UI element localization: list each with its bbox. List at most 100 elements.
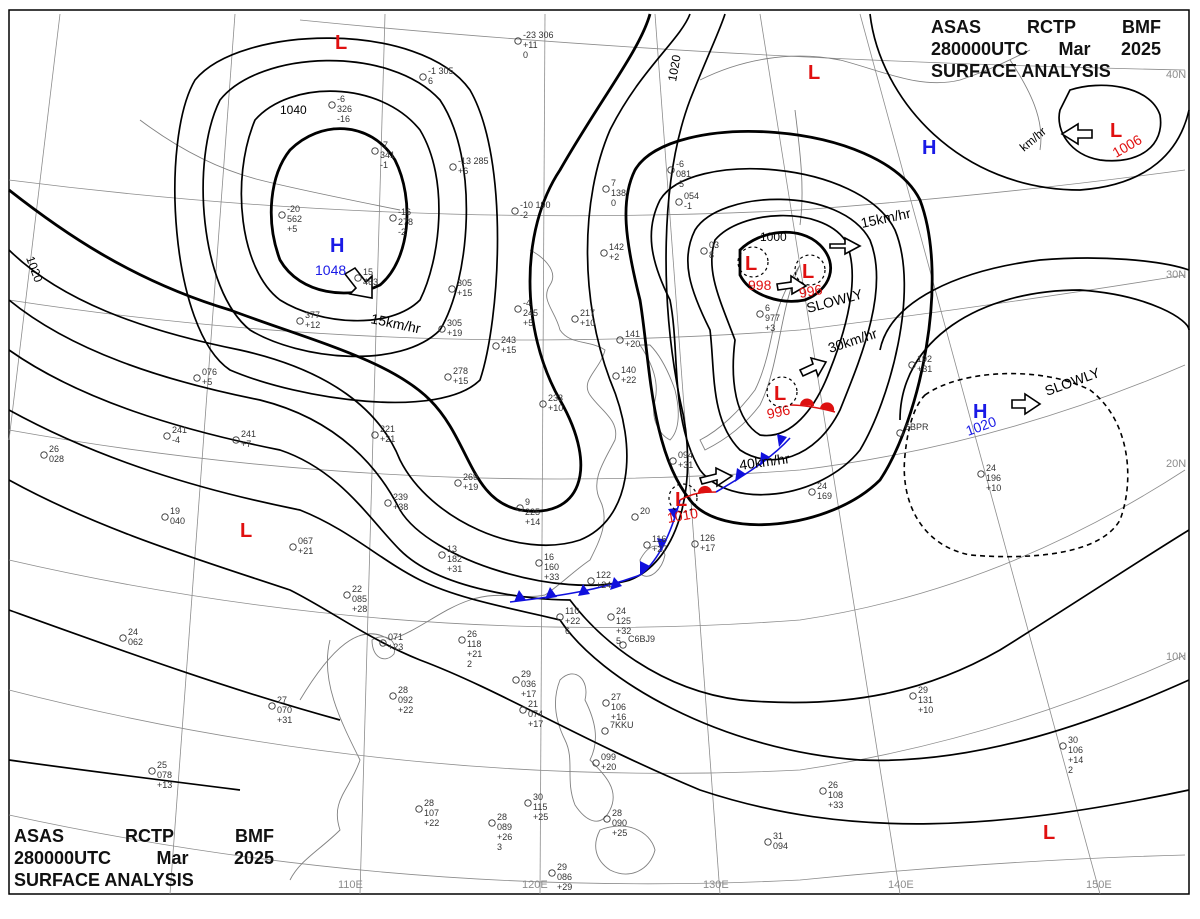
station-circle-icon [600,249,608,257]
station-circle-icon [631,513,639,521]
station-value: +31 [447,564,462,574]
latitude-label: 30N [1166,269,1186,281]
station-circle-icon [163,432,171,440]
station-value: 6 [428,76,433,86]
station-value: 377 [305,310,320,320]
station-value: 085 [352,594,367,604]
high-center-letter: H [922,137,936,159]
coastline-korea [639,344,679,441]
station-value: 305 [457,278,472,288]
coastline-luzon [555,673,614,822]
station-value: +17 [528,719,543,729]
station-value: 13 [447,544,457,554]
station-value: +21 [298,546,313,556]
low-center-letter: L [240,520,252,542]
station-circle-icon [268,702,276,710]
isobars [8,13,1190,825]
station-circle-icon [161,513,169,521]
low-center-circle [737,246,769,278]
station-plot: 241+7 [232,429,256,449]
station-circle-icon [977,470,985,478]
station-value: +28 [352,604,367,614]
station-plot: 110+226 [556,606,580,636]
movement-label: 40km/hr [738,450,791,473]
warm-front-semicircle [800,398,815,406]
station-value: 241 [172,425,187,435]
station-value: +20 [625,339,640,349]
station-circle-icon [449,163,457,171]
coastline-mindanao [595,825,656,875]
station-value: 142 [609,242,624,252]
station-circle-icon [488,819,496,827]
station-circle-icon [539,400,547,408]
meridian-line [759,13,901,895]
station-value: -5 [676,179,684,189]
station-plot: 054-1 [675,191,699,211]
station-circle-icon [556,613,564,621]
isobar [240,90,440,322]
isobar [8,349,1190,704]
latitude-label: 40N [1166,69,1186,81]
station-value: 27 [611,692,621,702]
station-circle-icon [458,636,466,644]
station-value: 2 [1068,765,1073,775]
station-value: +5 [287,224,297,234]
station-circle-icon [511,207,519,215]
station-plot: 142+2 [600,242,624,262]
station-value: +24 [596,580,611,590]
station-value: 107 [424,808,439,818]
low-center-letter: L [675,489,687,511]
meridian-line [539,13,546,895]
station-value: +14 [1068,755,1083,765]
movement-arrow [1060,122,1093,146]
station-value: 03 [709,240,719,250]
station-value: -6 [337,94,345,104]
station-value: 092 [398,695,413,705]
coastline-taiwan [639,545,666,577]
station-value: 5 [616,636,621,646]
movement-arrow [798,356,828,378]
low-center-value: 1010 [666,505,700,526]
station-circle-icon [343,591,351,599]
station-value: -1 [380,160,388,170]
station-value: 090 [612,818,627,828]
station-plot: 141+20 [616,329,640,349]
station-circle-icon [278,211,286,219]
low-center-value: 996 [765,401,791,422]
coastline-hainan [371,636,396,660]
station-value: +19 [463,482,478,492]
isobar [686,198,878,461]
meridian-line [8,13,61,441]
station-value: +31 [917,364,932,374]
meridian-line [359,13,386,895]
low-center-circle [766,376,798,408]
station-value: +22 [424,818,439,828]
station-circle-icon [691,540,699,548]
low-center-circles [668,246,826,513]
station-value: -2 [520,210,528,220]
station-value: 341 [380,150,395,160]
station-plot: 126+17 [691,533,715,553]
station-value: 269 [463,472,478,482]
station-value: 094 [678,450,693,460]
station-value: +31 [277,715,292,725]
station-value: 040 [170,516,185,526]
station-value: +12 [305,320,320,330]
station-value: +21 [380,434,395,444]
station-circle-icon [119,634,127,642]
cold-front-triangle [777,434,787,447]
station-value: -23 306 [523,30,554,40]
station-value: +23 [388,642,403,652]
header-year: 2025 [233,848,274,868]
station-value: 24 [128,627,138,637]
low-center-letter: L [808,62,820,84]
